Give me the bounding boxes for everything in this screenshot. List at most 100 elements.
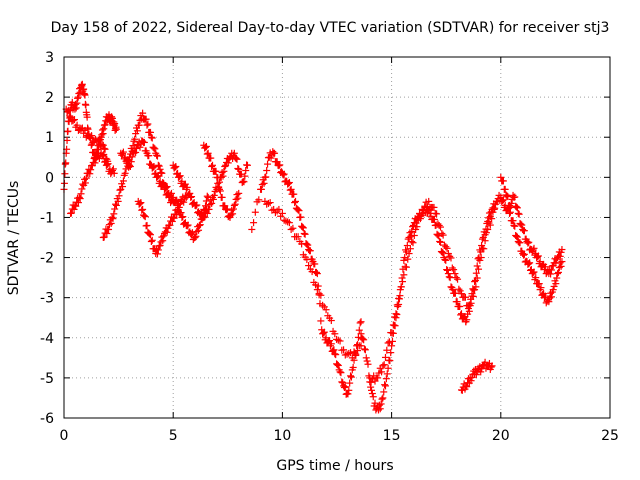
data-point (203, 209, 211, 217)
data-point (81, 179, 89, 187)
data-point (147, 238, 155, 246)
data-point (410, 231, 418, 239)
data-point (504, 193, 512, 201)
data-point (547, 270, 555, 278)
data-point (441, 256, 449, 264)
data-point (384, 364, 392, 372)
data-point (78, 80, 86, 88)
data-point (444, 266, 452, 274)
data-point (467, 377, 475, 385)
data-point (292, 197, 300, 205)
data-point (241, 172, 249, 180)
data-point (301, 230, 309, 238)
data-point (154, 172, 162, 180)
data-point (126, 163, 134, 171)
chart-title: Day 158 of 2022, Sidereal Day-to-day VTE… (51, 20, 610, 36)
data-point (510, 221, 518, 229)
data-point (109, 215, 117, 223)
data-point (159, 237, 167, 245)
data-point (336, 368, 344, 376)
data-point (306, 247, 314, 255)
data-point (188, 230, 196, 238)
data-point (535, 280, 543, 288)
data-point (141, 213, 149, 221)
data-point (451, 289, 459, 297)
data-point (520, 227, 528, 235)
data-point (99, 141, 107, 149)
data-point (400, 271, 408, 279)
data-point (156, 242, 164, 250)
data-point (192, 202, 200, 210)
data-point (63, 136, 71, 144)
data-point (435, 221, 443, 229)
data-point (172, 163, 180, 171)
data-point (311, 260, 319, 268)
data-point (414, 216, 422, 224)
data-point (340, 346, 348, 354)
data-point (72, 100, 80, 108)
data-point (276, 161, 284, 169)
data-point (70, 116, 78, 124)
data-point (525, 238, 533, 246)
data-point (545, 298, 553, 306)
data-point (482, 225, 490, 233)
data-point (448, 264, 456, 272)
data-point (216, 187, 224, 195)
data-point (312, 281, 320, 289)
data-point (389, 321, 397, 329)
data-point (405, 250, 413, 258)
data-point (468, 373, 476, 381)
data-point (547, 293, 555, 301)
data-point (336, 337, 344, 345)
data-point (442, 256, 450, 264)
data-point (450, 266, 458, 274)
data-point (330, 346, 338, 354)
data-point (153, 173, 161, 181)
data-point (554, 268, 562, 276)
data-point (552, 280, 560, 288)
data-point (399, 278, 407, 286)
data-point (61, 170, 69, 178)
data-point (136, 143, 144, 151)
data-point (196, 221, 204, 229)
data-point (506, 203, 514, 211)
data-point (380, 361, 388, 369)
data-point (136, 199, 144, 207)
data-point (312, 268, 320, 276)
data-point (209, 195, 217, 203)
data-point (150, 144, 158, 152)
data-point (163, 228, 171, 236)
data-point (144, 120, 152, 128)
data-point (478, 242, 486, 250)
data-point (361, 345, 369, 353)
data-point (267, 154, 275, 162)
data-point (183, 222, 191, 230)
data-point (383, 346, 391, 354)
data-point (170, 214, 178, 222)
data-point (455, 285, 463, 293)
data-point (361, 346, 369, 354)
data-point (430, 203, 438, 211)
data-point (242, 167, 250, 175)
x-tick-label: 25 (601, 428, 619, 444)
data-point (202, 197, 210, 205)
data-point (552, 259, 560, 267)
data-point (481, 358, 489, 366)
data-point (472, 269, 480, 277)
data-point (385, 338, 393, 346)
data-point (445, 273, 453, 281)
data-point (350, 348, 358, 356)
data-point (119, 183, 127, 191)
data-point (146, 231, 154, 239)
data-point (529, 269, 537, 277)
data-point (513, 232, 521, 240)
data-point (470, 286, 478, 294)
data-point (313, 286, 321, 294)
data-point (208, 163, 216, 171)
data-point (371, 399, 379, 407)
data-point (515, 210, 523, 218)
y-tick-label: -5 (40, 371, 54, 387)
data-point (195, 226, 203, 234)
data-point (294, 233, 302, 241)
